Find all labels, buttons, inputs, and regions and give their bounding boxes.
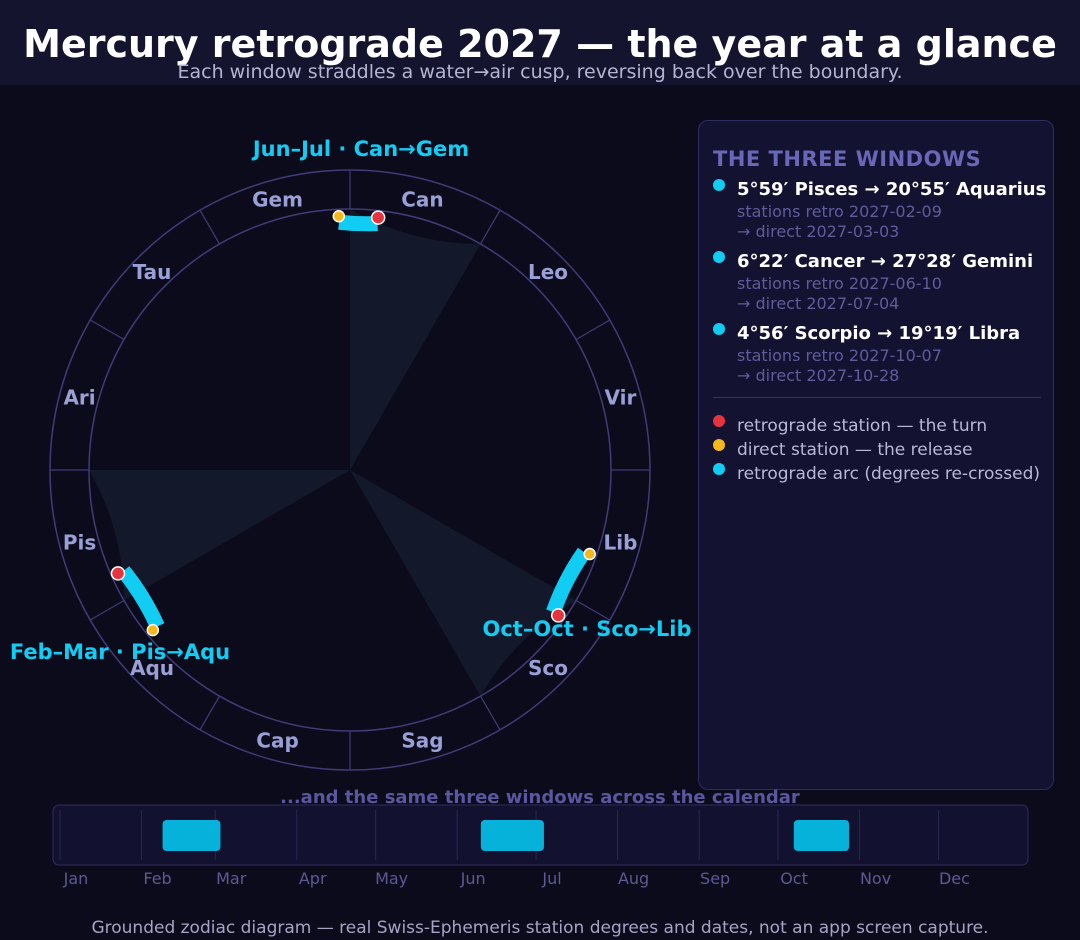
- month-label: Jun: [460, 869, 486, 888]
- arc-dot-icon: [713, 323, 725, 335]
- arc-label: Feb–Mar · Pis→Aqu: [10, 640, 230, 664]
- window-direct-date: → direct 2027-10-28: [737, 366, 900, 385]
- sign-label: Tau: [133, 260, 172, 284]
- window-retro-date: stations retro 2027-02-09: [737, 202, 942, 221]
- retro-station-marker: [370, 210, 386, 225]
- header-band: [0, 0, 1080, 85]
- window-range: 5°59′ Pisces → 20°55′ Aquarius: [737, 179, 1047, 200]
- red-dot-icon: [713, 415, 725, 427]
- calendar-window-bar: [162, 820, 221, 851]
- month-label: Aug: [618, 869, 649, 888]
- page-title: Mercury retrograde 2027 — the year at a …: [23, 22, 1057, 66]
- window-range: 6°22′ Cancer → 27°28′ Gemini: [737, 251, 1034, 272]
- windows-panel: THE THREE WINDOWS 5°59′ Pisces → 20°55′ …: [698, 120, 1054, 790]
- month-label: Oct: [780, 869, 808, 888]
- retrograde-arc: [546, 547, 591, 615]
- legend-label: retrograde arc (degrees re-crossed): [737, 464, 1041, 484]
- sign-label: Lib: [603, 530, 637, 554]
- water-sign-sector: [350, 209, 481, 470]
- sign-label: Leo: [528, 260, 568, 284]
- panel-heading: THE THREE WINDOWS: [713, 147, 982, 171]
- month-label: Mar: [216, 869, 247, 888]
- arc-dot-icon: [713, 179, 725, 191]
- month-label: May: [375, 869, 408, 888]
- month-label: Jul: [541, 869, 561, 888]
- legend-label: direct station — the release: [737, 440, 973, 460]
- window-direct-date: → direct 2027-03-03: [737, 222, 900, 241]
- page-subtitle: Each window straddles a water→air cusp, …: [177, 61, 903, 83]
- water-sign-sector: [89, 470, 350, 601]
- cyan-dot-icon: [713, 463, 725, 475]
- sign-divider: [199, 695, 221, 731]
- zodiac-wheel: Ari Tau Gem Can Leo Vir Lib Sco Sag Cap Aqu Pis Feb…: [10, 137, 692, 771]
- legend-label: retrograde station — the turn: [737, 416, 988, 436]
- sign-label: Sco: [528, 656, 568, 680]
- window-direct-date: → direct 2027-07-04: [737, 294, 900, 313]
- month-label: Sep: [700, 869, 730, 888]
- legend-item-direct-station: direct station — the release: [713, 439, 1053, 461]
- sign-label: Vir: [605, 386, 637, 410]
- direct-station-marker: [583, 547, 596, 561]
- arc-label: Oct–Oct · Sco→Lib: [483, 617, 692, 641]
- retro-station-marker: [110, 566, 126, 581]
- retro-station-marker: [550, 608, 566, 623]
- month-label: Dec: [939, 869, 970, 888]
- calendar-strip: Jan Feb Mar Apr May Jun Jul Aug Sep Oct Nov Dec: [52, 804, 1029, 888]
- arc-label: Jun–Jul · Can→Gem: [251, 137, 469, 161]
- calendar-window-bar: [793, 820, 850, 851]
- sign-label: Aqu: [130, 656, 174, 680]
- calendar-heading: ...and the same three windows across the…: [280, 787, 800, 808]
- sign-label: Can: [401, 188, 443, 212]
- arc-dot-icon: [713, 251, 725, 263]
- water-sign-sector: [350, 470, 577, 697]
- sign-divider: [89, 319, 125, 341]
- sign-label: Gem: [252, 188, 303, 212]
- sign-label: Ari: [63, 386, 95, 410]
- month-label: Jan: [63, 869, 89, 888]
- window-retro-date: stations retro 2027-10-07: [737, 346, 942, 365]
- sign-label: Cap: [256, 728, 299, 752]
- direct-station-marker: [332, 209, 346, 223]
- window-range: 4°56′ Scorpio → 19°19′ Libra: [737, 323, 1021, 344]
- panel-divider: [713, 397, 1041, 398]
- sign-label: Pis: [63, 530, 96, 554]
- sign-divider: [89, 599, 125, 621]
- sign-divider: [479, 695, 501, 731]
- direct-station-marker: [146, 623, 160, 637]
- month-label: Apr: [299, 869, 327, 888]
- retrograde-arc: [338, 214, 378, 232]
- legend-item-retro-arc: retrograde arc (degrees re-crossed): [713, 463, 1053, 485]
- legend-item-retro-station: retrograde station — the turn: [713, 415, 1053, 437]
- month-label: Feb: [143, 869, 171, 888]
- sign-divider: [575, 599, 611, 621]
- month-label: Nov: [860, 869, 891, 888]
- window-retro-date: stations retro 2027-06-10: [737, 274, 942, 293]
- calendar-window-bar: [480, 820, 544, 851]
- sign-divider: [575, 319, 611, 341]
- sign-divider: [479, 209, 501, 245]
- sign-label: Sag: [401, 728, 443, 752]
- sign-divider: [199, 209, 221, 245]
- yellow-dot-icon: [713, 439, 725, 451]
- footer-note: Grounded zodiac diagram — real Swiss-Eph…: [91, 918, 989, 938]
